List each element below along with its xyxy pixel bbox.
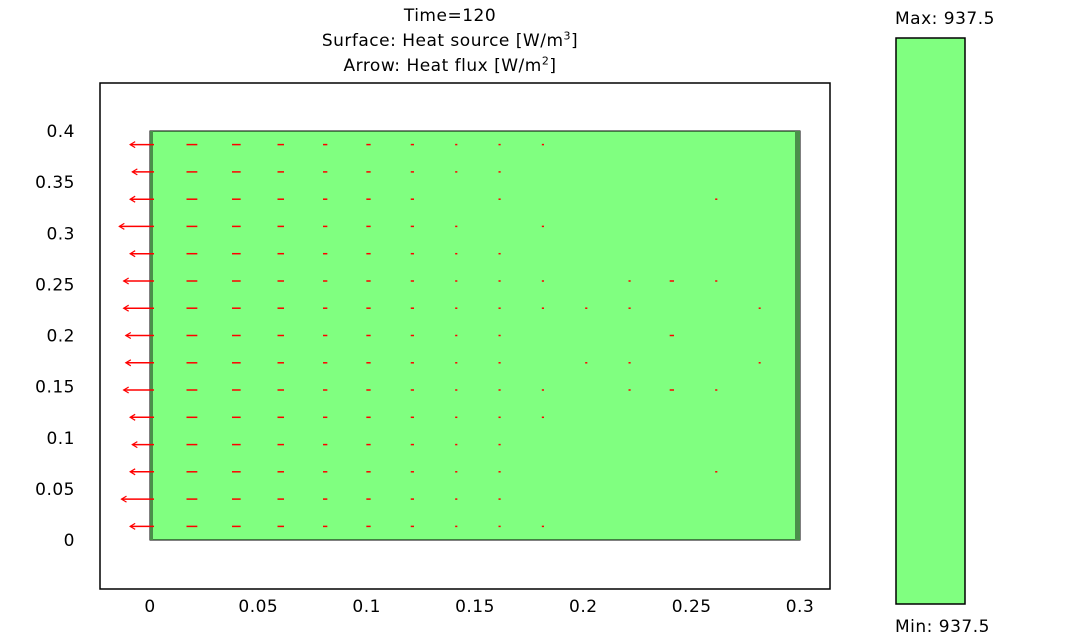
surface-label-sup: 3 xyxy=(563,29,572,43)
x-tick-label: 0.15 xyxy=(455,597,495,617)
surface-label-end: ] xyxy=(571,31,579,51)
axes-frame xyxy=(99,82,831,590)
x-tick-label: 0.25 xyxy=(672,597,712,617)
plot-title-time: Time=120 xyxy=(130,6,770,26)
time-label: Time=120 xyxy=(403,6,497,26)
y-tick-label: 0 xyxy=(64,531,75,551)
colorbar-min-label: Min: 937.5 xyxy=(895,617,990,637)
heat-flux-arrow xyxy=(120,495,154,503)
x-tick-label: 0.3 xyxy=(786,597,815,617)
y-tick-label: 0.4 xyxy=(46,122,75,142)
x-tick-label: 0.05 xyxy=(238,597,278,617)
colorbar-max-label: Max: 937.5 xyxy=(895,9,995,29)
heat-flux-arrow xyxy=(131,168,154,176)
heat-flux-arrow xyxy=(129,195,154,203)
y-tick-label: 0.2 xyxy=(46,327,75,347)
y-axis-ticks: 0 0.05 0.1 0.15 0.2 0.25 0.3 0.35 0.4 xyxy=(35,122,75,551)
heat-flux-arrow xyxy=(131,441,154,449)
heat-flux-arrow xyxy=(124,331,154,340)
heat-flux-arrow xyxy=(124,359,154,367)
y-tick-label: 0.35 xyxy=(35,173,75,193)
heat-flux-arrow xyxy=(129,141,154,149)
y-tick-label: 0.25 xyxy=(35,275,75,295)
arrow-label-end: ] xyxy=(549,56,557,76)
heat-flux-arrow xyxy=(129,250,154,258)
x-axis-ticks: 0 0.05 0.1 0.15 0.2 0.25 0.3 xyxy=(144,597,815,617)
surface-domain xyxy=(149,130,801,541)
heat-flux-arrow xyxy=(122,386,154,394)
y-tick-label: 0.1 xyxy=(46,429,75,449)
x-tick-label: 0.1 xyxy=(352,597,381,617)
surface-label-text: Surface: Heat source [W/m xyxy=(321,31,564,51)
heat-flux-arrow xyxy=(129,413,154,421)
x-tick-label: 0 xyxy=(144,597,155,617)
arrow-label-sup: 2 xyxy=(541,54,550,68)
plot-title-arrow: Arrow: Heat flux [W/m2] xyxy=(130,54,770,76)
heat-flux-arrow xyxy=(118,222,154,230)
arrow-field xyxy=(118,141,761,530)
colorbar xyxy=(895,37,966,605)
y-tick-label: 0.3 xyxy=(46,224,75,244)
x-tick-label: 0.2 xyxy=(569,597,598,617)
heat-flux-arrow xyxy=(129,522,154,530)
y-tick-label: 0.15 xyxy=(35,378,75,398)
arrow-label-text: Arrow: Heat flux [W/m xyxy=(343,56,542,76)
heat-flux-arrow xyxy=(129,468,154,476)
domain-right-edge xyxy=(795,131,800,540)
heat-flux-arrow xyxy=(122,304,154,312)
y-tick-label: 0.05 xyxy=(35,480,75,500)
heat-flux-arrow xyxy=(122,277,154,285)
plot-title-surface: Surface: Heat source [W/m3] xyxy=(130,29,770,51)
